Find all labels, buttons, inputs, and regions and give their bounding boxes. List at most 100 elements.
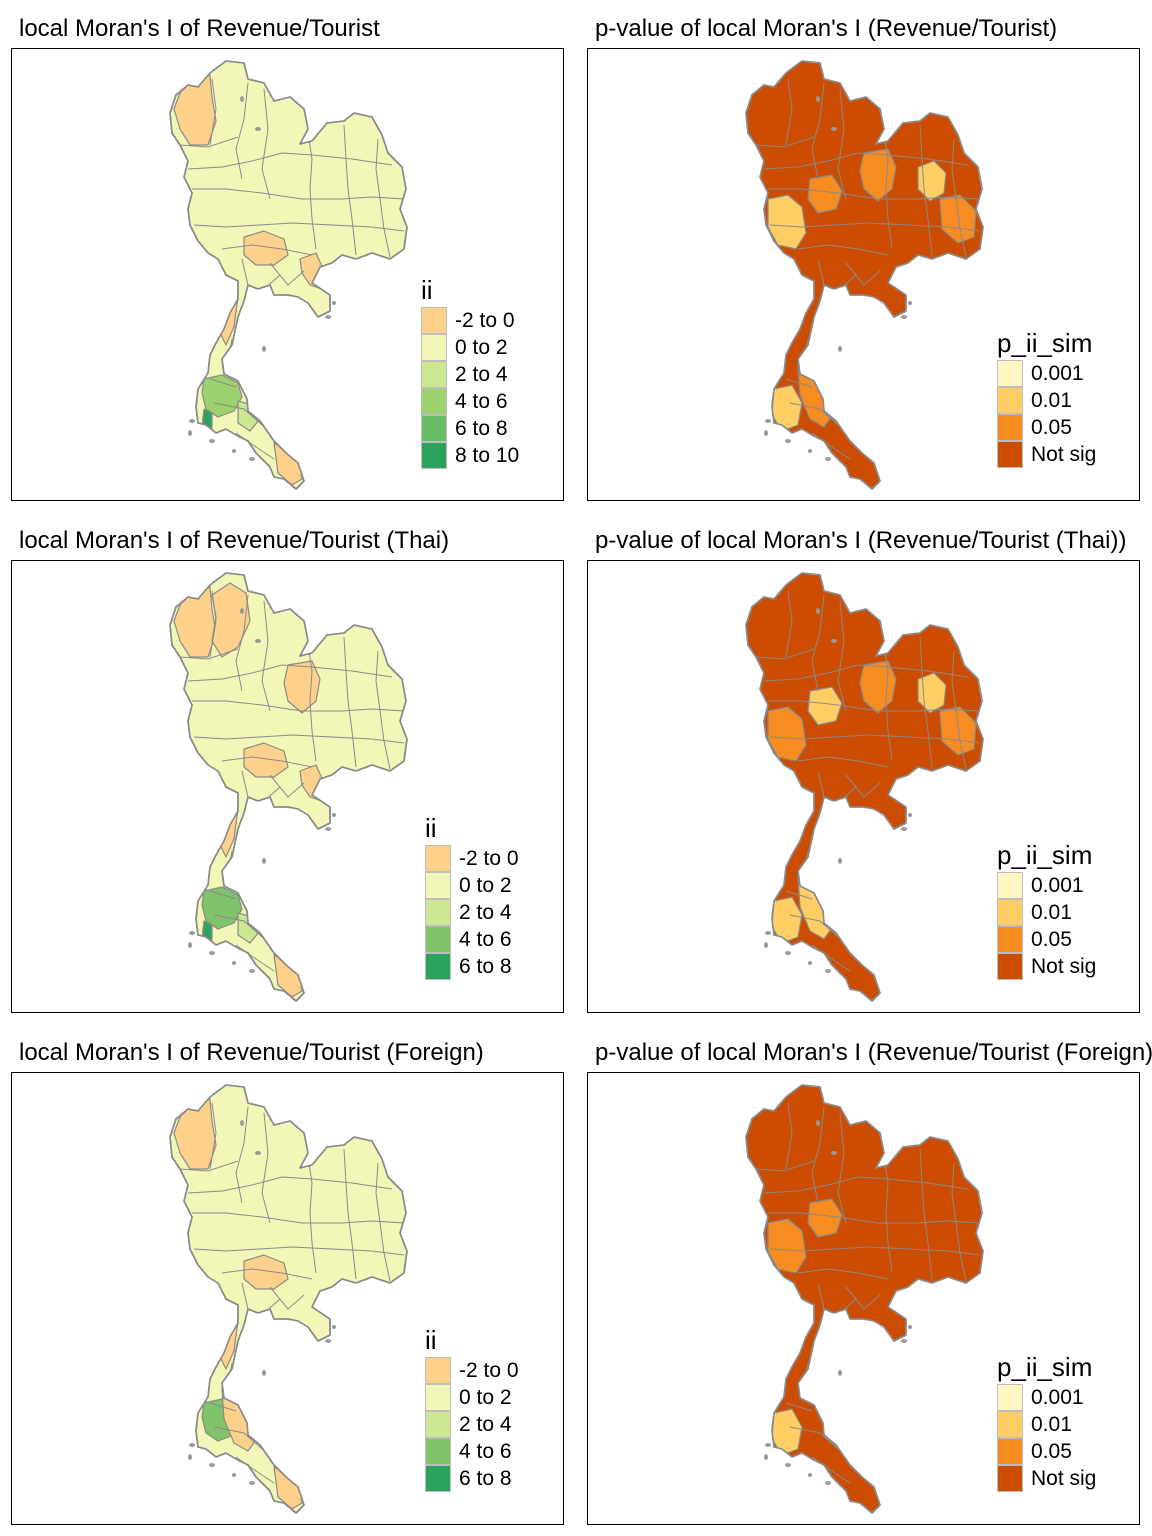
island [189, 1443, 195, 1447]
legend-item: -2 to 0 [425, 845, 519, 872]
province-boundary [343, 1148, 357, 1280]
thailand-choropleth-map [169, 1084, 408, 1514]
island [901, 1339, 907, 1343]
island [209, 951, 215, 955]
legend-item: 0.01 [997, 899, 1092, 926]
island [189, 931, 195, 935]
legend-label: 6 to 8 [459, 955, 512, 978]
legend-swatch [997, 414, 1023, 441]
country-border [169, 572, 408, 1002]
province-boundary [343, 636, 357, 768]
panel-p-all: p-value of local Moran's I (Revenue/Tour… [587, 12, 1147, 502]
island [764, 1454, 768, 1460]
province-boundary [837, 600, 847, 712]
island [785, 1463, 791, 1467]
province-boundary [221, 756, 313, 768]
legend-item: 4 to 6 [425, 926, 512, 953]
province-region [211, 582, 251, 658]
legend-title: p_ii_sim [997, 1352, 1093, 1382]
island [209, 1463, 215, 1467]
legend-swatch [421, 334, 447, 361]
province-boundary [269, 262, 305, 286]
legend-swatch [425, 872, 451, 899]
province-boundary [307, 132, 317, 250]
province-boundary [769, 734, 981, 744]
province-boundary [951, 1162, 967, 1282]
legend-title: p_ii_sim [997, 840, 1093, 870]
province-boundary [769, 1246, 981, 1256]
province-boundary [883, 132, 893, 250]
map-legend: ii -2 to 0 0 to 2 2 to 4 4 to 6 6 to 8 [425, 1325, 519, 1492]
island [808, 1473, 812, 1477]
province-region [243, 1254, 289, 1290]
island [816, 96, 820, 102]
province-region [939, 706, 977, 756]
legend-swatch [425, 926, 451, 953]
province-region [917, 160, 947, 202]
legend-swatch [997, 1384, 1023, 1411]
province-boundary [261, 600, 271, 712]
legend-label: 0.01 [1031, 1413, 1072, 1436]
legend-label: 0.001 [1031, 1386, 1084, 1409]
province-boundary [375, 650, 391, 770]
country-border [169, 60, 408, 490]
island [255, 1151, 261, 1155]
province-boundary [261, 88, 271, 200]
province-boundary [187, 664, 393, 682]
province-boundary [307, 644, 317, 762]
province-boundary [213, 402, 263, 426]
legend-item: 0 to 2 [421, 334, 508, 361]
map-frame: p_ii_sim 0.001 0.01 0.05 Not sig [587, 1072, 1140, 1525]
island [189, 419, 195, 423]
province-region [283, 660, 321, 714]
province-region [859, 660, 897, 714]
legend-label: 0.001 [1031, 362, 1084, 385]
legend-swatch [997, 360, 1023, 387]
island [816, 608, 820, 614]
island [765, 931, 771, 935]
province-region [767, 194, 807, 250]
province-boundary [375, 138, 391, 258]
province-boundary [763, 152, 969, 170]
island [816, 1120, 820, 1126]
legend-swatch [425, 1357, 451, 1384]
province-boundary [192, 188, 405, 200]
island [325, 827, 331, 831]
legend-item: Not sig [997, 441, 1096, 468]
island [901, 827, 907, 831]
province-boundary [187, 152, 393, 170]
province-boundary [763, 1176, 969, 1194]
legend-item: 2 to 4 [421, 361, 508, 388]
island [262, 858, 266, 864]
legend-label: Not sig [1031, 443, 1097, 466]
panel-title: local Moran's I of Revenue/Tourist (Thai… [19, 527, 450, 554]
legend-title: ii [421, 275, 433, 305]
legend-swatch [425, 845, 451, 872]
map-frame: ii -2 to 0 0 to 2 2 to 4 4 to 6 6 to 8 [11, 560, 564, 1013]
map-frame: p_ii_sim 0.001 0.01 0.05 Not sig [587, 560, 1140, 1013]
thailand-choropleth-map [745, 60, 984, 490]
province-boundary [307, 1156, 317, 1274]
province-boundary [755, 648, 815, 660]
legend-item: 4 to 6 [425, 1438, 512, 1465]
province-boundary [768, 1212, 981, 1224]
legend-label: 2 to 4 [459, 1413, 512, 1436]
panel-ii-all: local Moran's I of Revenue/Tourist ii -2 … [11, 12, 571, 502]
island [232, 449, 236, 453]
legend-item: 6 to 8 [425, 1465, 512, 1492]
map-frame: ii -2 to 0 0 to 2 2 to 4 4 to 6 6 to 8 [11, 1072, 564, 1525]
island [838, 346, 842, 352]
country-border [745, 1084, 984, 1514]
island [255, 127, 261, 131]
country-border [745, 60, 984, 490]
province-boundary [209, 78, 217, 146]
island [209, 439, 215, 443]
legend-swatch [997, 926, 1023, 953]
province-boundary [789, 402, 839, 426]
province-boundary [209, 890, 237, 900]
province-boundary [179, 1160, 239, 1172]
legend-title: p_ii_sim [997, 328, 1093, 358]
legend-swatch [421, 415, 447, 442]
legend-label: Not sig [1031, 955, 1097, 978]
panel-title: local Moran's I of Revenue/Tourist [19, 15, 380, 42]
